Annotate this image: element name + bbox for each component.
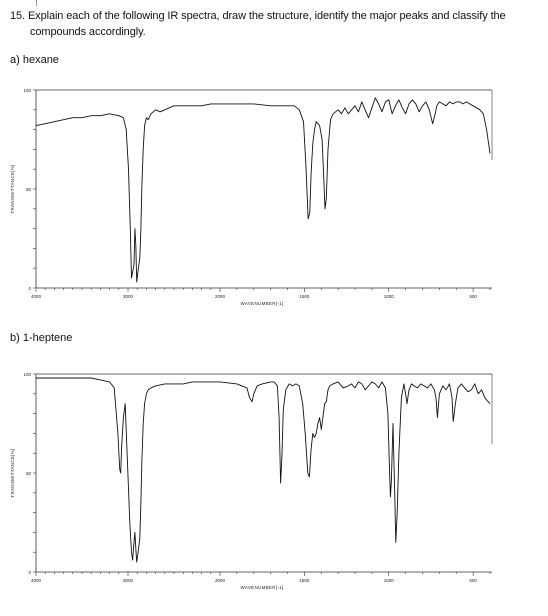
x-tick-label: 1000 <box>384 294 395 299</box>
x-tick-label: 3000 <box>123 578 134 583</box>
question-text: 15. Explain each of the following IR spe… <box>10 8 530 40</box>
question-line-2: compounds accordingly. <box>30 26 146 38</box>
x-axis-label: WAVENUMBER[-1] <box>241 301 284 306</box>
page-corner-mark <box>36 0 37 6</box>
y-tick-label: 0 <box>28 570 31 575</box>
y-tick-label: 100 <box>23 372 31 377</box>
x-tick-label: 500 <box>469 294 477 299</box>
x-tick-label: 2000 <box>215 578 226 583</box>
x-tick-label: 1500 <box>299 578 310 583</box>
part-b-label: b) 1-heptene <box>10 332 73 344</box>
y-tick-label: 50 <box>26 187 32 192</box>
x-tick-label: 1500 <box>299 294 310 299</box>
x-tick-label: 4000 <box>31 294 42 299</box>
y-tick-label: 100 <box>23 88 31 93</box>
question-line-1: 15. Explain each of the following IR spe… <box>10 10 506 22</box>
spectrum-trace <box>36 377 491 563</box>
spectrum-trace <box>35 97 491 283</box>
x-tick-label: 1000 <box>384 578 395 583</box>
y-axis-label: TRANSMITTANCE[%] <box>10 448 15 497</box>
y-tick-label: 50 <box>26 471 32 476</box>
x-tick-label: 2000 <box>215 294 226 299</box>
x-axis-label: WAVENUMBER[-1] <box>241 585 284 590</box>
x-tick-label: 500 <box>469 578 477 583</box>
x-tick-label: 3000 <box>123 294 134 299</box>
x-tick-label: 4000 <box>31 578 42 583</box>
y-axis-label: TRANSMITTANCE[%] <box>10 164 15 213</box>
y-tick-label: 0 <box>28 286 31 291</box>
part-a-label: a) hexane <box>10 54 59 66</box>
